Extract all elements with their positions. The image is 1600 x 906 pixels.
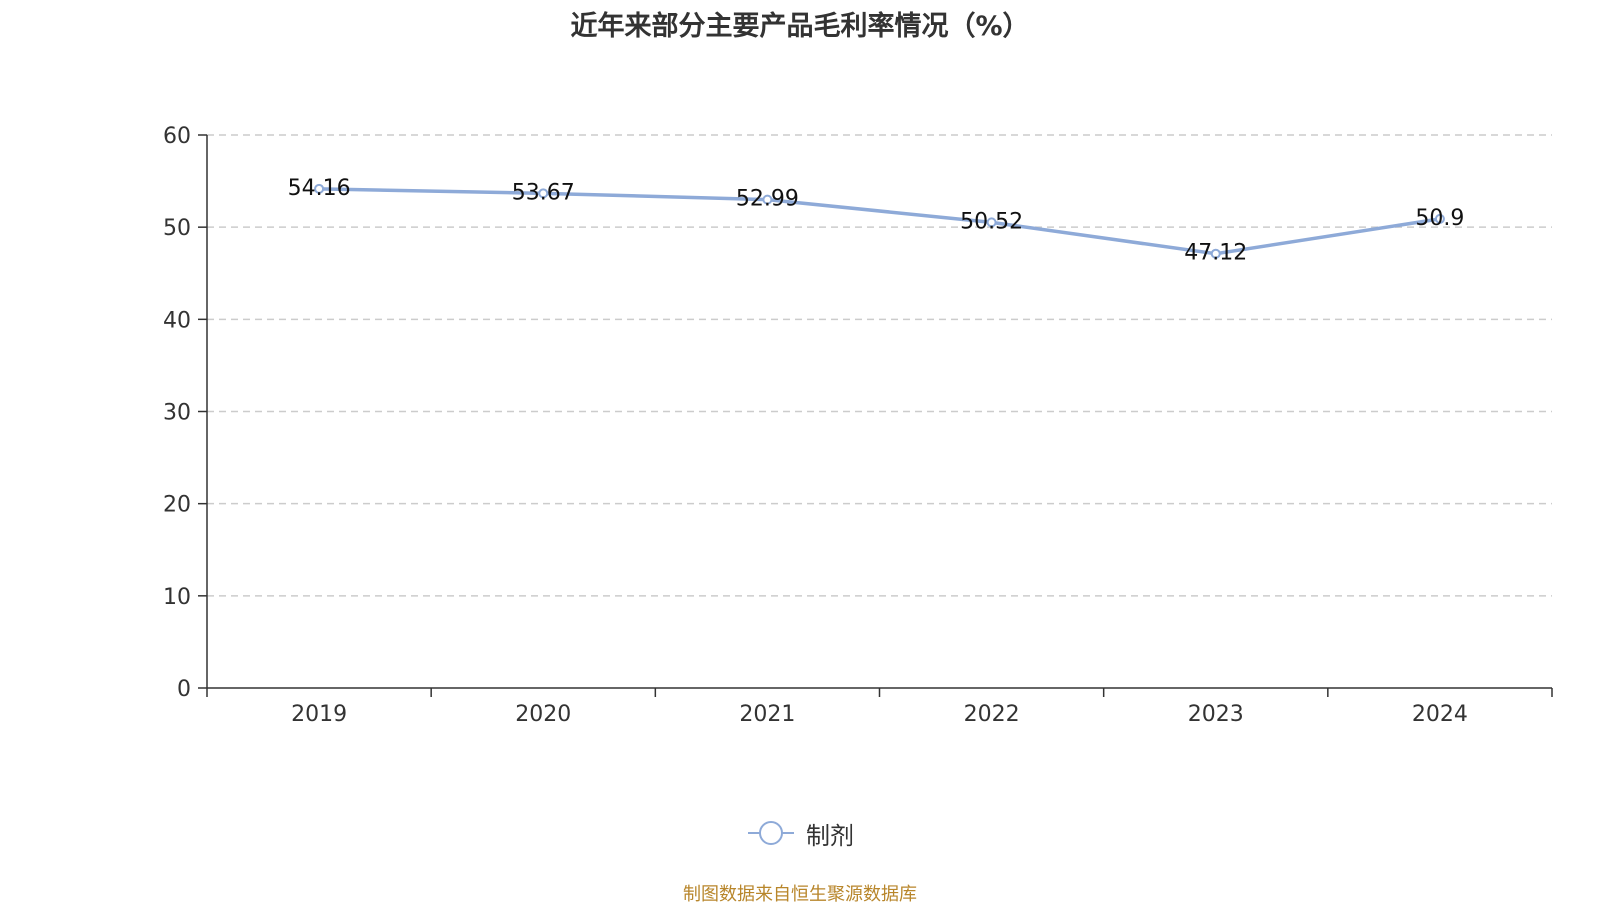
data-label: 47.12 bbox=[1184, 241, 1247, 266]
data-label: 54.16 bbox=[288, 176, 351, 201]
data-point[interactable] bbox=[762, 194, 773, 205]
data-label: 52.99 bbox=[736, 187, 799, 212]
legend: 制剂 bbox=[0, 816, 1600, 851]
y-tick-label: 60 bbox=[163, 124, 191, 149]
data-labels: 54.16 53.67 52.99 50.52 47.12 50.9 bbox=[288, 176, 1465, 266]
y-tick-label: 0 bbox=[177, 677, 191, 702]
data-point[interactable] bbox=[1434, 213, 1445, 224]
x-tick-label: 2021 bbox=[739, 702, 795, 727]
x-tick-label: 2020 bbox=[515, 702, 571, 727]
grid-lines bbox=[207, 134, 1552, 597]
axes: 0 10 20 30 40 50 60 2019 2020 2021 2022 2023 2024 bbox=[163, 124, 1553, 727]
legend-item[interactable]: 制剂 bbox=[746, 816, 854, 851]
series-line-group bbox=[314, 183, 1445, 259]
x-tick-label: 2022 bbox=[964, 702, 1020, 727]
x-tick-label: 2023 bbox=[1188, 702, 1244, 727]
chart-title: 近年来部分主要产品毛利率情况（%） bbox=[570, 11, 1030, 42]
data-point[interactable] bbox=[1210, 248, 1221, 259]
y-tick-label: 40 bbox=[163, 308, 191, 333]
x-tick-label: 2019 bbox=[291, 702, 347, 727]
legend-label: 制剂 bbox=[806, 821, 854, 850]
data-point[interactable] bbox=[538, 188, 549, 199]
y-tick-label: 50 bbox=[163, 216, 191, 241]
data-label: 50.9 bbox=[1415, 206, 1464, 231]
series-line bbox=[317, 187, 1442, 256]
y-tick-label: 30 bbox=[163, 401, 191, 426]
y-tick-label: 20 bbox=[163, 493, 191, 518]
x-tick-label: 2024 bbox=[1412, 702, 1468, 727]
data-label: 50.52 bbox=[960, 209, 1023, 234]
data-label: 53.67 bbox=[512, 180, 575, 205]
legend-line-circle-icon bbox=[748, 821, 794, 845]
data-point[interactable] bbox=[314, 183, 325, 194]
source-note: 制图数据来自恒生聚源数据库 bbox=[683, 884, 917, 905]
data-point[interactable] bbox=[986, 217, 997, 228]
y-tick-label: 10 bbox=[163, 585, 191, 610]
